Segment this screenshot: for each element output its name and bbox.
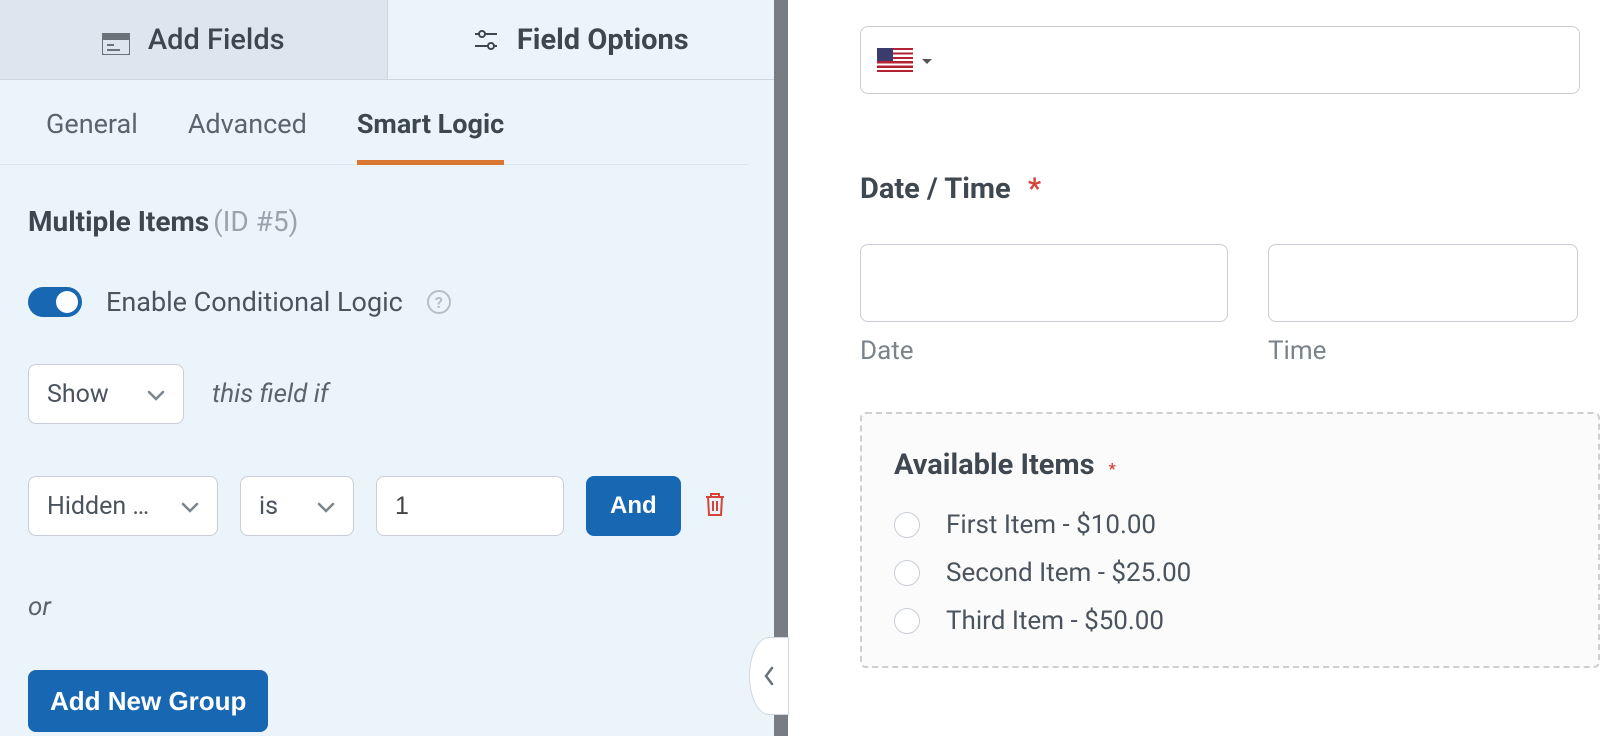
available-item-option[interactable]: Second Item - $25.00 bbox=[894, 558, 1566, 588]
date-input[interactable] bbox=[860, 244, 1228, 322]
datetime-section-label: Date / Time * bbox=[860, 172, 1600, 206]
available-item-label: Third Item - $50.00 bbox=[946, 606, 1164, 636]
condition-field-select[interactable]: Hidden … bbox=[28, 476, 218, 536]
time-input[interactable] bbox=[1268, 244, 1578, 322]
chevron-down-icon bbox=[317, 492, 335, 521]
datetime-title: Date / Time bbox=[860, 172, 1011, 206]
field-heading: Multiple Items (ID #5) bbox=[28, 205, 746, 238]
tab-field-options-label: Field Options bbox=[517, 23, 689, 57]
form-icon bbox=[102, 29, 130, 51]
required-star: * bbox=[1028, 172, 1041, 206]
settings-panel: Add Fields Field Options General Advance… bbox=[0, 0, 788, 736]
action-hint: this field if bbox=[212, 379, 329, 409]
datetime-row: Date Time bbox=[860, 244, 1600, 366]
available-items-heading: Available Items * bbox=[894, 448, 1566, 482]
condition-value-input[interactable] bbox=[376, 476, 564, 536]
tab-add-fields[interactable]: Add Fields bbox=[0, 0, 388, 79]
available-item-option[interactable]: First Item - $10.00 bbox=[894, 510, 1566, 540]
chevron-left-icon bbox=[762, 665, 776, 687]
form-preview: Date / Time * Date Time Available Items … bbox=[788, 0, 1600, 736]
chevron-down-icon bbox=[181, 492, 199, 521]
collapse-panel-button[interactable] bbox=[750, 638, 788, 714]
delete-condition-button[interactable] bbox=[703, 490, 727, 522]
time-column: Time bbox=[1268, 244, 1578, 366]
help-icon[interactable]: ? bbox=[427, 290, 451, 314]
required-star: * bbox=[1108, 459, 1115, 478]
available-items-title: Available Items bbox=[894, 448, 1094, 482]
us-flag-icon bbox=[877, 48, 913, 72]
enable-conditional-row: Enable Conditional Logic ? bbox=[28, 286, 746, 318]
tab-add-fields-label: Add Fields bbox=[148, 23, 285, 57]
subtab-general[interactable]: General bbox=[46, 108, 138, 164]
chevron-down-icon bbox=[147, 380, 165, 409]
tab-field-options[interactable]: Field Options bbox=[388, 0, 775, 79]
date-column: Date bbox=[860, 244, 1228, 366]
action-select[interactable]: Show bbox=[28, 364, 184, 424]
sub-tabs: General Advanced Smart Logic bbox=[0, 80, 748, 165]
conditional-logic-label: Enable Conditional Logic bbox=[106, 286, 403, 318]
condition-field-value: Hidden … bbox=[47, 492, 149, 521]
subtab-smart-logic[interactable]: Smart Logic bbox=[357, 108, 504, 165]
smart-logic-section: Multiple Items (ID #5) Enable Conditiona… bbox=[0, 165, 774, 732]
field-title: Multiple Items bbox=[28, 205, 209, 238]
available-item-label: First Item - $10.00 bbox=[946, 510, 1156, 540]
available-item-label: Second Item - $25.00 bbox=[946, 558, 1191, 588]
condition-operator-select[interactable]: is bbox=[240, 476, 354, 536]
and-button[interactable]: And bbox=[586, 476, 681, 536]
radio-icon bbox=[894, 608, 920, 634]
conditional-logic-toggle[interactable] bbox=[28, 287, 82, 317]
field-id: (ID #5) bbox=[213, 205, 298, 238]
sliders-icon bbox=[473, 27, 499, 53]
time-sublabel: Time bbox=[1268, 336, 1578, 366]
or-separator: or bbox=[28, 592, 746, 622]
app-root: Add Fields Field Options General Advance… bbox=[0, 0, 1600, 736]
phone-input[interactable] bbox=[860, 26, 1580, 94]
available-items-list: First Item - $10.00 Second Item - $25.00… bbox=[894, 510, 1566, 636]
top-tabs: Add Fields Field Options bbox=[0, 0, 774, 80]
caret-down-icon bbox=[921, 51, 933, 70]
action-select-value: Show bbox=[47, 380, 109, 409]
subtab-advanced[interactable]: Advanced bbox=[188, 108, 307, 164]
available-items-field[interactable]: Available Items * First Item - $10.00 Se… bbox=[860, 412, 1600, 668]
action-row: Show this field if bbox=[28, 364, 746, 424]
date-sublabel: Date bbox=[860, 336, 1228, 366]
radio-icon bbox=[894, 560, 920, 586]
add-new-group-button[interactable]: Add New Group bbox=[28, 670, 268, 732]
available-item-option[interactable]: Third Item - $50.00 bbox=[894, 606, 1566, 636]
condition-operator-value: is bbox=[259, 492, 278, 521]
toggle-knob bbox=[56, 291, 78, 313]
condition-row: Hidden … is And bbox=[28, 476, 746, 536]
radio-icon bbox=[894, 512, 920, 538]
